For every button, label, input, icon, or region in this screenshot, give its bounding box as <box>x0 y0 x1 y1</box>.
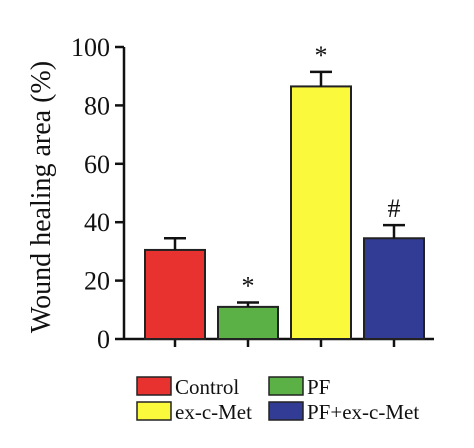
legend-swatch <box>136 376 172 396</box>
significance-mark: * <box>242 272 255 301</box>
legend-swatch <box>136 401 172 421</box>
axes: 0 20 40 60 80 100 <box>71 33 434 354</box>
y-axis-label: Wound healing area (%) <box>26 61 57 333</box>
legend-label: Control <box>175 375 239 399</box>
significance-mark: * <box>315 41 328 70</box>
bars: * * # <box>144 41 425 341</box>
bar-0 <box>144 248 206 340</box>
legend-label: PF+ex-c-Met <box>307 400 419 424</box>
y-tick-label: 20 <box>84 267 110 296</box>
legend-swatch <box>268 376 304 396</box>
legend: Control PF ex-c-Met PF+ex-c-Met <box>136 375 419 424</box>
bar-2 <box>290 85 352 340</box>
y-tick-label: 40 <box>84 208 110 237</box>
y-tick-label: 80 <box>84 91 110 120</box>
y-tick-label: 100 <box>71 33 110 62</box>
bar-3 <box>363 237 425 340</box>
y-tick-label: 0 <box>97 325 110 354</box>
legend-swatch <box>268 401 304 421</box>
legend-label: ex-c-Met <box>175 400 252 424</box>
significance-mark: # <box>388 194 401 223</box>
legend-label: PF <box>307 375 330 399</box>
bar-1 <box>217 305 279 341</box>
y-tick-label: 60 <box>84 150 110 179</box>
